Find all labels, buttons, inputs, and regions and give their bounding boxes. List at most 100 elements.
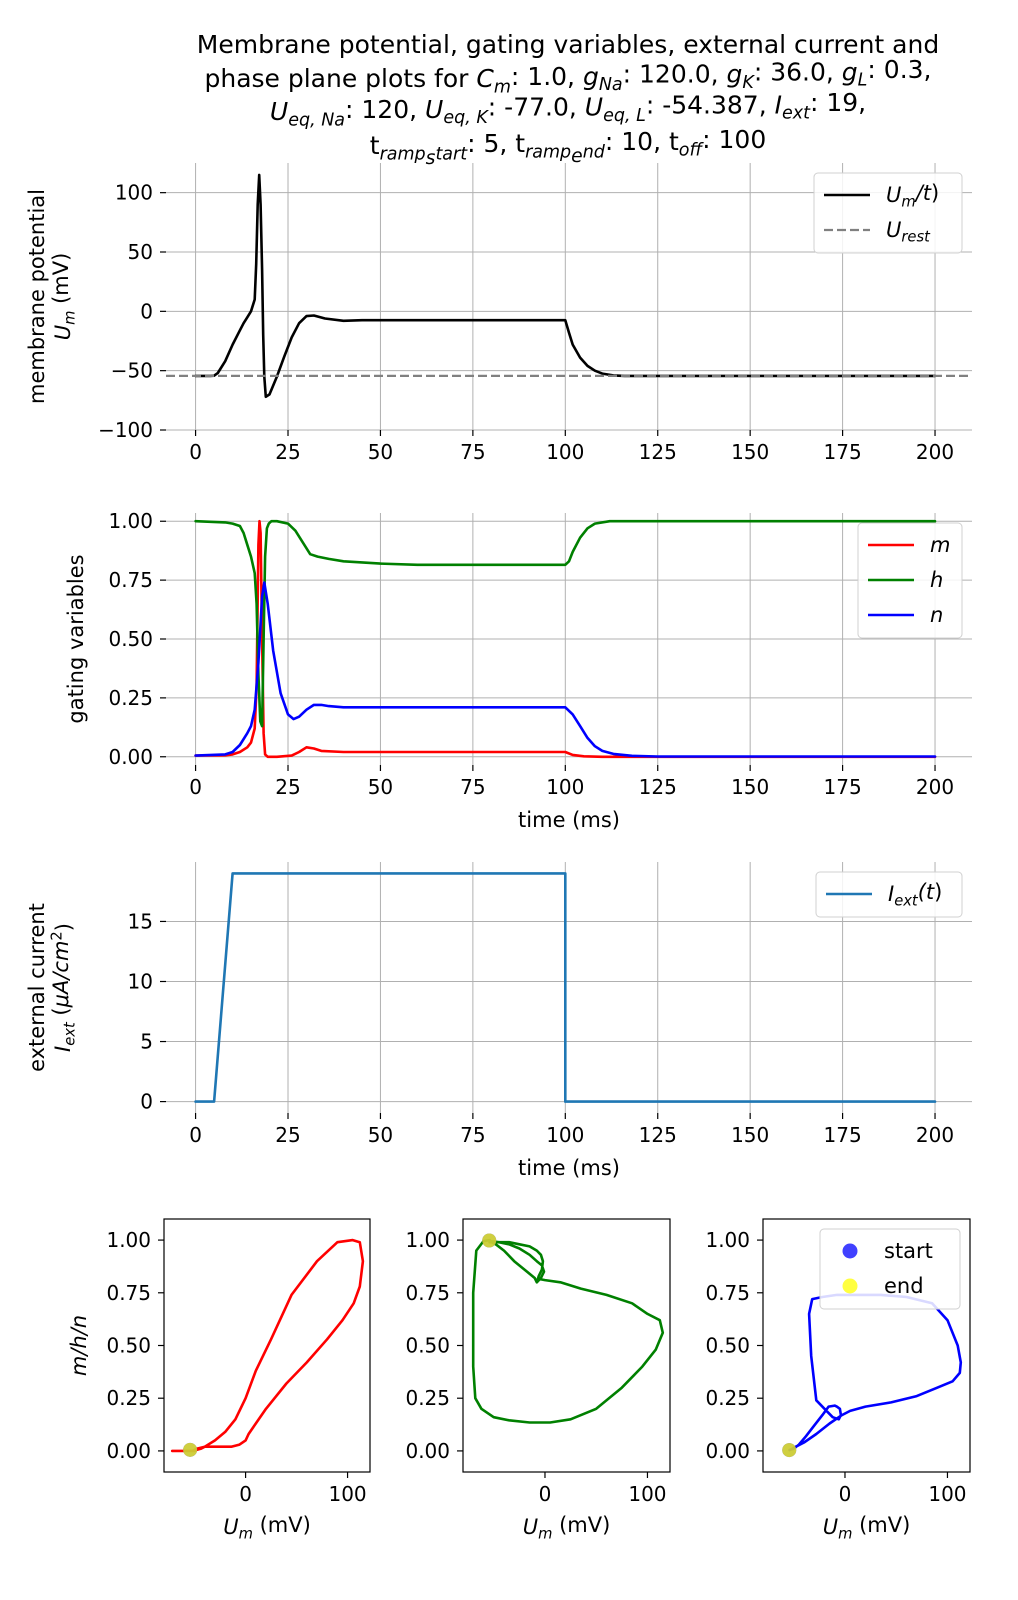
y-axis-label: membrane potential (25, 189, 49, 404)
axes-frame (462, 1218, 671, 1473)
label-subscript: ramp (380, 144, 426, 164)
label-part: ) (931, 181, 939, 205)
legend-label: m (930, 533, 950, 557)
y-tick-label: 1.00 (106, 1228, 151, 1252)
plot-area (194, 519, 937, 759)
label-subscript: m (61, 311, 78, 325)
label-subscript: ramp (525, 142, 571, 162)
label-part: : 0.3, (867, 55, 931, 84)
x-tick-label: 0 (189, 440, 202, 464)
label-part: : 36.0, (754, 57, 842, 86)
label-subsubscript: e (571, 146, 583, 167)
phase-plane-m-panel: 0 100 0.00 0.25 0.50 0.75 1.00 Um​ (mV) m/h/n (67, 1218, 371, 1542)
x-tick-label: 125 (639, 775, 677, 799)
x-tick-label: 75 (460, 1123, 485, 1147)
label-italic: U (223, 1515, 238, 1539)
y-tick-label: 1.00 (405, 1228, 450, 1252)
label-part: (mV) (253, 1513, 311, 1537)
label-italic: U (823, 1515, 838, 1539)
y-tick-label: 0.50 (108, 627, 153, 651)
legend: start end (819, 1228, 961, 1310)
plot-area (194, 872, 937, 1103)
y-tick-label: 0.00 (405, 1439, 450, 1463)
legend: mhn (857, 522, 963, 639)
y-tick-label: 0.50 (405, 1334, 450, 1358)
label-italic: U (270, 97, 288, 126)
label-italic: m/h/n (67, 1315, 91, 1376)
x-axis-label: time (ms) (518, 1156, 620, 1180)
label-part: phase plane plots for (204, 64, 476, 93)
x-tick-label: 50 (368, 440, 393, 464)
x-tick-label: 150 (731, 440, 769, 464)
y-tick-label: −50 (111, 359, 153, 383)
label-italic: g (583, 62, 599, 91)
label-italic: m (930, 533, 950, 557)
x-tick-label: 200 (916, 1123, 954, 1147)
series-line-h (471, 1238, 665, 1424)
legend-label: n (930, 603, 943, 627)
legend-marker (842, 1243, 858, 1259)
x-tick-label: 50 (368, 1123, 393, 1147)
label-subscript: ext (782, 104, 811, 124)
label-italic: /t (914, 181, 932, 205)
label-italic: g (842, 57, 858, 86)
label-italic: I (51, 1046, 75, 1052)
label-subscript: eq, L (603, 106, 646, 126)
x-tick-label: 150 (731, 1123, 769, 1147)
label-part: end (884, 1274, 924, 1298)
y-tick-label: 0.00 (705, 1439, 750, 1463)
x-tick-label: 0 (189, 775, 202, 799)
series-line-m (194, 519, 937, 759)
plot-area (166, 173, 972, 399)
y-tick-label: 0.75 (108, 568, 153, 592)
label-italic: U (585, 93, 603, 122)
title-line: Ueq, Na​: 120, Ueq, K​: -77.0, Ueq, L​: … (270, 88, 866, 130)
label-part: : 10, t (605, 127, 679, 156)
title-line: Membrane potential, gating variables, ex… (197, 30, 939, 59)
y-tick-label: 0.25 (108, 686, 153, 710)
y-tick-label: 0.75 (106, 1281, 151, 1305)
label-part: : 100 (702, 125, 766, 154)
y-tick-label: 0.50 (106, 1334, 151, 1358)
end-marker (782, 1443, 797, 1458)
x-tick-label: 100 (628, 1482, 666, 1506)
x-axis-label: Um​ (mV) (523, 1513, 611, 1542)
phase-plane-n-panel: 0 100 0.00 0.25 0.50 0.75 1.00 Um​ (mV) start end (705, 1218, 971, 1542)
x-tick-label: 50 (368, 775, 393, 799)
x-tick-label: 75 (460, 775, 485, 799)
legend: Iext​(t) (815, 871, 963, 918)
x-tick-label: 125 (639, 440, 677, 464)
y-tick-label: 0.25 (106, 1386, 151, 1410)
plot-area (170, 1238, 365, 1453)
label-part: Membrane potential, gating variables, ex… (197, 30, 939, 59)
legend-marker (842, 1278, 858, 1294)
x-tick-label: 0 (839, 1482, 852, 1506)
label-subscript: Na (599, 75, 623, 95)
label-italic: h (930, 568, 943, 592)
end-marker (183, 1442, 198, 1457)
y-tick-label: 100 (115, 181, 153, 205)
x-tick-label: 200 (916, 775, 954, 799)
x-axis-label: Um​ (mV) (223, 1513, 311, 1542)
label-subscript: nd (583, 143, 606, 163)
x-tick-label: 0 (239, 1482, 252, 1506)
y-tick-label: 0.00 (106, 1439, 151, 1463)
x-tick-label: 100 (928, 1482, 966, 1506)
label-subscript: m (538, 1525, 552, 1542)
legend-label: Iext​(t) (888, 880, 942, 909)
label-part: start (884, 1239, 933, 1263)
label-subscript: L (858, 71, 868, 91)
x-tick-label: 100 (546, 775, 584, 799)
x-tick-label: 200 (916, 440, 954, 464)
label-subscript: K (742, 73, 755, 93)
label-subscript: rest (901, 228, 931, 245)
legend-label: start (884, 1239, 933, 1263)
y-tick-label: 0 (140, 299, 153, 323)
label-italic: (t (918, 880, 935, 904)
label-part: ( (49, 1007, 73, 1022)
label-italic: n (930, 603, 943, 627)
label-italic: I (888, 882, 894, 906)
x-tick-label: 100 (546, 440, 584, 464)
legend-label: Um​/t) (886, 181, 939, 210)
external-current-panel: 0 25 50 75 100 125 150 175 200 0 5 10 15 time (ms) ext… (25, 862, 972, 1180)
